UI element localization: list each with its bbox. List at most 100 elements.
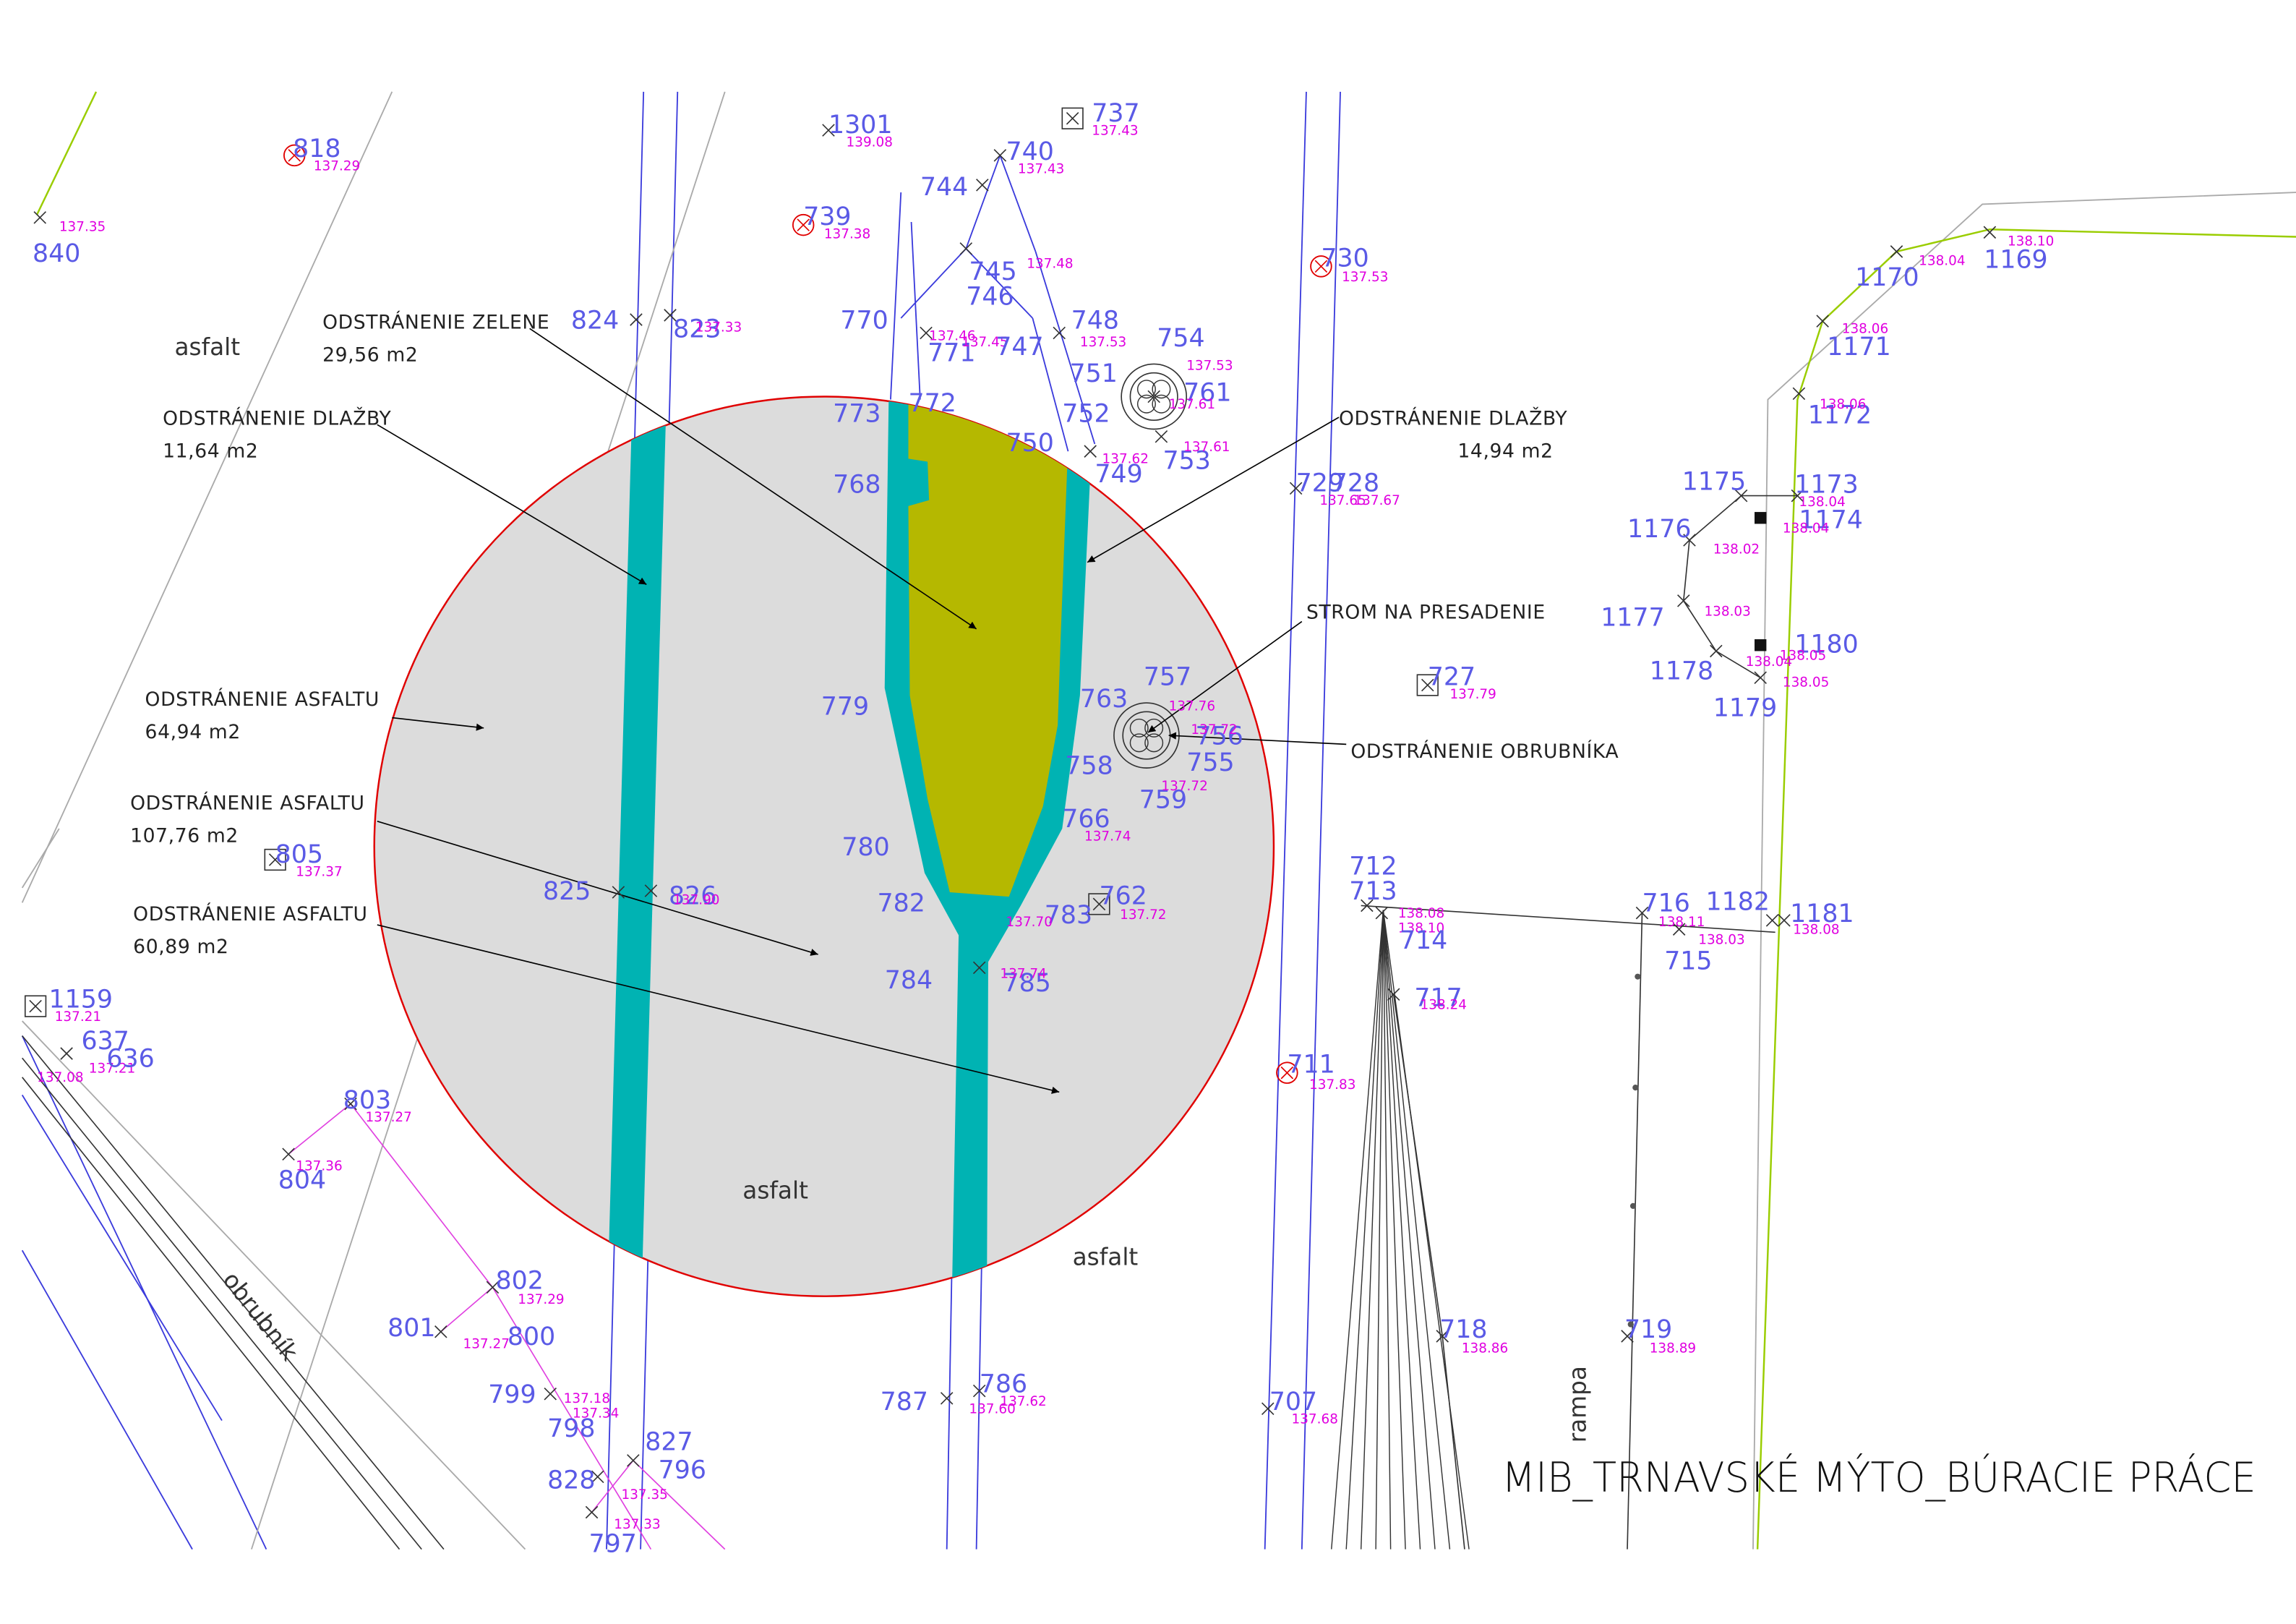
point-number: 746 — [966, 283, 1014, 312]
annotation-area: 11,64 m2 — [163, 440, 258, 462]
tree-symbol — [1144, 718, 1164, 738]
point-elevation: 138.24 — [1421, 998, 1467, 1013]
point-cross — [972, 1384, 986, 1398]
point-number: 761 — [1183, 379, 1231, 408]
point-number: 779 — [821, 692, 869, 721]
point-cross — [627, 1454, 640, 1467]
point-cross — [1765, 914, 1779, 927]
point-cross — [1155, 429, 1168, 443]
line-work — [1331, 910, 1384, 1550]
point-number: 1169 — [1984, 245, 2047, 274]
point-cross — [1677, 594, 1690, 607]
line-work — [21, 91, 393, 903]
point-number: 827 — [645, 1428, 693, 1457]
point-number: 737 — [1092, 99, 1139, 128]
leader-arrow — [377, 821, 818, 956]
point-cross — [1683, 534, 1696, 547]
point-elevation: 137.61 — [1169, 397, 1215, 412]
point-box — [1416, 674, 1439, 696]
point-circle — [792, 213, 815, 236]
point-elevation: 137.27 — [463, 1336, 510, 1351]
point-number: 750 — [1006, 429, 1054, 458]
point-number: 636 — [106, 1044, 154, 1073]
point-number: 818 — [293, 134, 340, 163]
point-number: 786 — [980, 1370, 1027, 1399]
inner-linework — [377, 328, 1347, 1094]
point-elevation: 137.21 — [89, 1061, 135, 1077]
point-elevation: 138.86 — [1462, 1341, 1508, 1356]
point-cross — [1280, 1066, 1294, 1080]
line-work — [1382, 910, 1436, 1550]
point-number: 759 — [1139, 785, 1187, 814]
point-number: 828 — [547, 1466, 595, 1495]
point-number: 712 — [1349, 852, 1397, 881]
point-cross — [797, 218, 810, 231]
point-number: 798 — [547, 1414, 595, 1443]
point-number: 780 — [841, 833, 889, 862]
point-number: 784 — [885, 966, 933, 995]
point-circle — [283, 144, 306, 167]
texts: 818137.29840137.351301139.08737137.43740… — [33, 99, 2256, 1559]
point-cross — [585, 1505, 599, 1519]
point-elevation: 137.65 — [1319, 493, 1366, 508]
point-cross — [60, 1047, 73, 1060]
point-number: 739 — [803, 202, 851, 231]
point-circle — [1276, 1061, 1298, 1084]
point-cross — [664, 309, 677, 322]
line-work — [1752, 192, 2296, 1550]
line-work — [965, 248, 1034, 319]
point-number: 804 — [278, 1166, 326, 1195]
point-cross — [1092, 897, 1106, 911]
line-work — [21, 1094, 223, 1422]
point-number: 826 — [669, 881, 716, 910]
annotation-label: STROM NA PRESADENIE — [1306, 601, 1546, 623]
point-cross — [630, 313, 643, 326]
point-number: 1171 — [1827, 333, 1890, 362]
leader-arrow — [1168, 732, 1347, 745]
annotation-area: 29,56 m2 — [322, 343, 418, 366]
point-number: 753 — [1162, 447, 1210, 476]
point-number: 799 — [488, 1380, 536, 1409]
point-number: 1180 — [1794, 631, 1858, 659]
point-elevation: 137.29 — [518, 1292, 564, 1307]
linework — [21, 91, 2296, 1550]
leader-arrow — [529, 328, 977, 630]
point-markers — [24, 107, 1997, 1519]
point-elevation: 138.02 — [1713, 542, 1760, 557]
point-elevation: 137.72 — [1191, 722, 1237, 738]
point-number: 748 — [1071, 306, 1119, 335]
point-number: 752 — [1062, 399, 1110, 428]
point-cross — [1066, 111, 1079, 125]
point-number: 785 — [1003, 969, 1050, 998]
line-work — [1032, 317, 1069, 452]
point-elevation: 137.76 — [1169, 698, 1215, 714]
paving-strip — [607, 396, 667, 1296]
line-work — [21, 1035, 267, 1550]
point-elevation: 137.33 — [614, 1517, 660, 1532]
point-cross — [1421, 678, 1434, 692]
point-number: 1172 — [1808, 401, 1872, 429]
annotation-label: ODSTRÁNENIE OBRUBNÍKA — [1350, 740, 1619, 763]
point-number: 637 — [82, 1027, 129, 1056]
point-cross — [644, 884, 658, 897]
point-cross — [1053, 326, 1066, 340]
surface-label: asfalt — [742, 1177, 808, 1205]
point-cross — [1983, 226, 1997, 239]
annotation-label: ODSTRÁNENIE ASFALTU — [130, 791, 364, 814]
point-elevation: 137.62 — [1000, 1394, 1046, 1409]
point-number: 1175 — [1682, 467, 1746, 496]
point-number: 766 — [1062, 805, 1110, 834]
surface-label: rampa — [1564, 1366, 1592, 1443]
line-work — [1361, 905, 1775, 933]
line-work — [1382, 910, 1406, 1550]
point-elevation: 137.48 — [1027, 256, 1073, 271]
point-cross — [282, 1148, 295, 1161]
point-number: 729 — [1296, 469, 1344, 497]
point-number: 1181 — [1790, 899, 1854, 928]
tree-symbol — [1152, 380, 1171, 399]
point-elevation: 137.27 — [365, 1110, 411, 1125]
point-number: 707 — [1269, 1388, 1317, 1416]
demolition-areas — [607, 396, 1095, 1296]
point-elevation: 138.05 — [1783, 675, 1829, 691]
